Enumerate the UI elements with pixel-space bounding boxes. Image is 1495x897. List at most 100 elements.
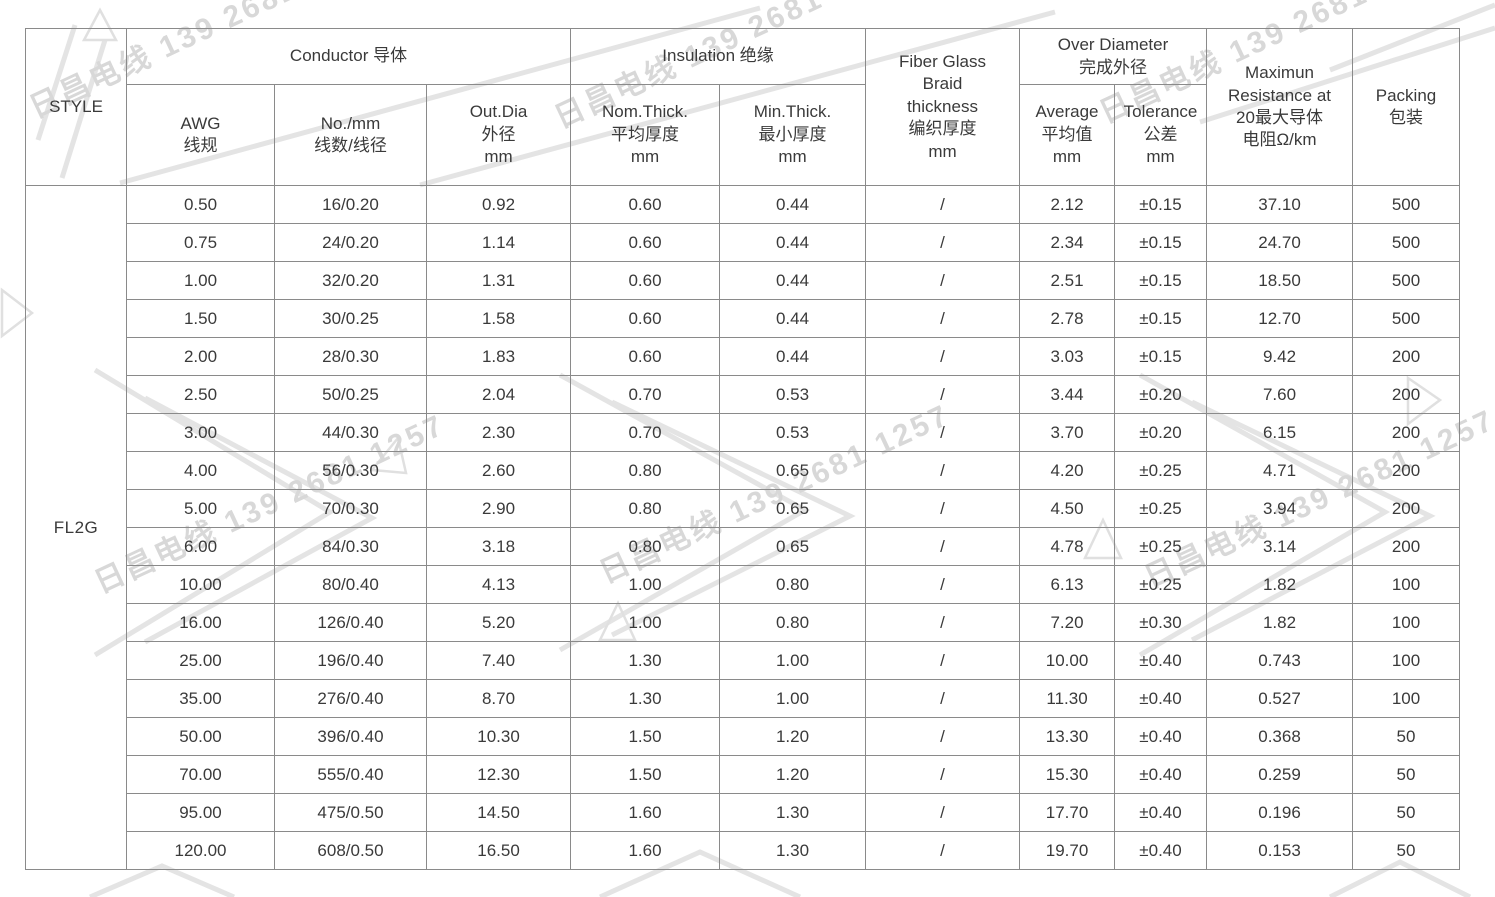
- table-row: 3.00 44/0.30 2.30 0.70 0.53/3.70 ±0.20 6.15 200: [26, 413, 1461, 452]
- cell-braid-thickness: /: [865, 755, 1021, 794]
- cell-packing: 200: [1352, 375, 1461, 414]
- cell-awg: 1.00: [126, 261, 275, 300]
- table-row: 5.00 70/0.30 2.90 0.80 0.65/4.50 ±0.25 3.94 200: [26, 489, 1461, 528]
- cell-resistance: 0.259: [1206, 755, 1354, 794]
- header-insulation-group: Insulation 绝缘: [570, 28, 867, 85]
- cell-awg: 0.75: [126, 223, 275, 262]
- header-fiber-glass: Fiber Glass Braid thickness 编织厚度 mm: [865, 28, 1021, 186]
- table-row: 35.00 276/0.40 8.70 1.30 1.00/11.30 ±0.40 0.52…: [26, 679, 1461, 718]
- cell-awg: 2.00: [126, 337, 275, 376]
- table-row: 1.00 32/0.20 1.31 0.60 0.44/2.51 ±0.15 18.50 50…: [26, 261, 1461, 300]
- table-row: 70.00 555/0.40 12.30 1.50 1.20/15.30 ±0.40 0.2…: [26, 755, 1461, 794]
- cell-out-dia: 12.30: [425, 755, 572, 794]
- cell-tolerance: ±0.40: [1114, 755, 1208, 794]
- cell-avg-diameter: 2.12: [1019, 185, 1116, 224]
- cell-nom-thick: 1.50: [570, 717, 721, 756]
- cell-nom-thick: 0.80: [570, 489, 721, 528]
- cell-braid-thickness: /: [865, 337, 1021, 376]
- cell-min-thick: 1.30: [719, 793, 867, 832]
- cell-strands: 126/0.40: [274, 603, 427, 642]
- cell-avg-diameter: 6.13: [1019, 565, 1116, 604]
- cell-resistance: 0.527: [1206, 679, 1354, 718]
- cell-tolerance: ±0.25: [1114, 527, 1208, 566]
- cell-packing: 50: [1352, 755, 1461, 794]
- cell-min-thick: 0.65: [719, 527, 867, 566]
- cell-tolerance: ±0.15: [1114, 299, 1208, 338]
- cell-tolerance: ±0.25: [1114, 565, 1208, 604]
- cell-strands: 84/0.30: [274, 527, 427, 566]
- header-over-diameter-group: Over Diameter 完成外径: [1019, 28, 1208, 85]
- cell-avg-diameter: 11.30: [1019, 679, 1116, 718]
- cell-nom-thick: 1.30: [570, 641, 721, 680]
- header-tolerance: Tolerance 公差 mm: [1114, 84, 1208, 186]
- cell-min-thick: 0.44: [719, 299, 867, 338]
- cell-avg-diameter: 3.03: [1019, 337, 1116, 376]
- cell-strands: 30/0.25: [274, 299, 427, 338]
- cell-nom-thick: 1.60: [570, 831, 721, 870]
- header-conductor-group: Conductor 导体: [125, 28, 572, 85]
- cell-out-dia: 0.92: [425, 185, 572, 224]
- cell-braid-thickness: /: [865, 223, 1021, 262]
- cell-min-thick: 1.00: [719, 641, 867, 680]
- cell-min-thick: 1.20: [719, 717, 867, 756]
- cell-awg: 95.00: [126, 793, 275, 832]
- cell-nom-thick: 1.30: [570, 679, 721, 718]
- cell-braid-thickness: /: [865, 413, 1021, 452]
- cell-braid-thickness: /: [865, 185, 1021, 224]
- cell-resistance: 37.10: [1206, 185, 1354, 224]
- cell-out-dia: 1.14: [425, 223, 572, 262]
- cell-avg-diameter: 3.44: [1019, 375, 1116, 414]
- cell-nom-thick: 0.60: [570, 337, 721, 376]
- cell-avg-diameter: 13.30: [1019, 717, 1116, 756]
- cell-avg-diameter: 10.00: [1019, 641, 1116, 680]
- cell-awg: 25.00: [126, 641, 275, 680]
- cell-tolerance: ±0.20: [1114, 413, 1208, 452]
- table-row: 6.00 84/0.30 3.18 0.80 0.65/4.78 ±0.25 3.14 200: [26, 527, 1461, 566]
- cell-min-thick: 1.00: [719, 679, 867, 718]
- cell-packing: 200: [1352, 413, 1461, 452]
- cell-packing: 100: [1352, 641, 1461, 680]
- cell-nom-thick: 0.60: [570, 223, 721, 262]
- cell-min-thick: 1.30: [719, 831, 867, 870]
- header-packing: Packing 包装: [1352, 28, 1461, 186]
- cell-awg: 120.00: [126, 831, 275, 870]
- cell-resistance: 18.50: [1206, 261, 1354, 300]
- cell-packing: 200: [1352, 489, 1461, 528]
- cell-avg-diameter: 19.70: [1019, 831, 1116, 870]
- cell-braid-thickness: /: [865, 641, 1021, 680]
- cell-strands: 70/0.30: [274, 489, 427, 528]
- cell-packing: 100: [1352, 565, 1461, 604]
- cell-packing: 50: [1352, 793, 1461, 832]
- table-row: 2.00 28/0.30 1.83 0.60 0.44/3.03 ±0.15 9.42 200: [26, 337, 1461, 376]
- cell-out-dia: 7.40: [425, 641, 572, 680]
- cell-out-dia: 2.04: [425, 375, 572, 414]
- cell-strands: 608/0.50: [274, 831, 427, 870]
- table-header: STYLE Conductor 导体 Insulation 绝缘 Fiber G…: [25, 28, 1461, 186]
- cell-out-dia: 10.30: [425, 717, 572, 756]
- cell-min-thick: 1.20: [719, 755, 867, 794]
- cell-tolerance: ±0.15: [1114, 261, 1208, 300]
- cell-strands: 44/0.30: [274, 413, 427, 452]
- cell-out-dia: 5.20: [425, 603, 572, 642]
- cell-braid-thickness: /: [865, 793, 1021, 832]
- cell-nom-thick: 0.60: [570, 185, 721, 224]
- cell-nom-thick: 0.60: [570, 299, 721, 338]
- cell-nom-thick: 0.70: [570, 413, 721, 452]
- cell-resistance: 24.70: [1206, 223, 1354, 262]
- cell-tolerance: ±0.25: [1114, 489, 1208, 528]
- cell-strands: 555/0.40: [274, 755, 427, 794]
- cell-strands: 56/0.30: [274, 451, 427, 490]
- cell-awg: 1.50: [126, 299, 275, 338]
- cell-out-dia: 8.70: [425, 679, 572, 718]
- style-value: FL2G: [25, 185, 127, 870]
- cell-tolerance: ±0.30: [1114, 603, 1208, 642]
- cell-out-dia: 1.83: [425, 337, 572, 376]
- table-row: 4.00 56/0.30 2.60 0.80 0.65/4.20 ±0.25 4.71 200: [26, 451, 1461, 490]
- cell-resistance: 1.82: [1206, 565, 1354, 604]
- cell-resistance: 0.196: [1206, 793, 1354, 832]
- cell-strands: 196/0.40: [274, 641, 427, 680]
- cell-awg: 35.00: [126, 679, 275, 718]
- table-row: 25.00 196/0.40 7.40 1.30 1.00/10.00 ±0.40 0.74…: [26, 641, 1461, 680]
- cell-braid-thickness: /: [865, 299, 1021, 338]
